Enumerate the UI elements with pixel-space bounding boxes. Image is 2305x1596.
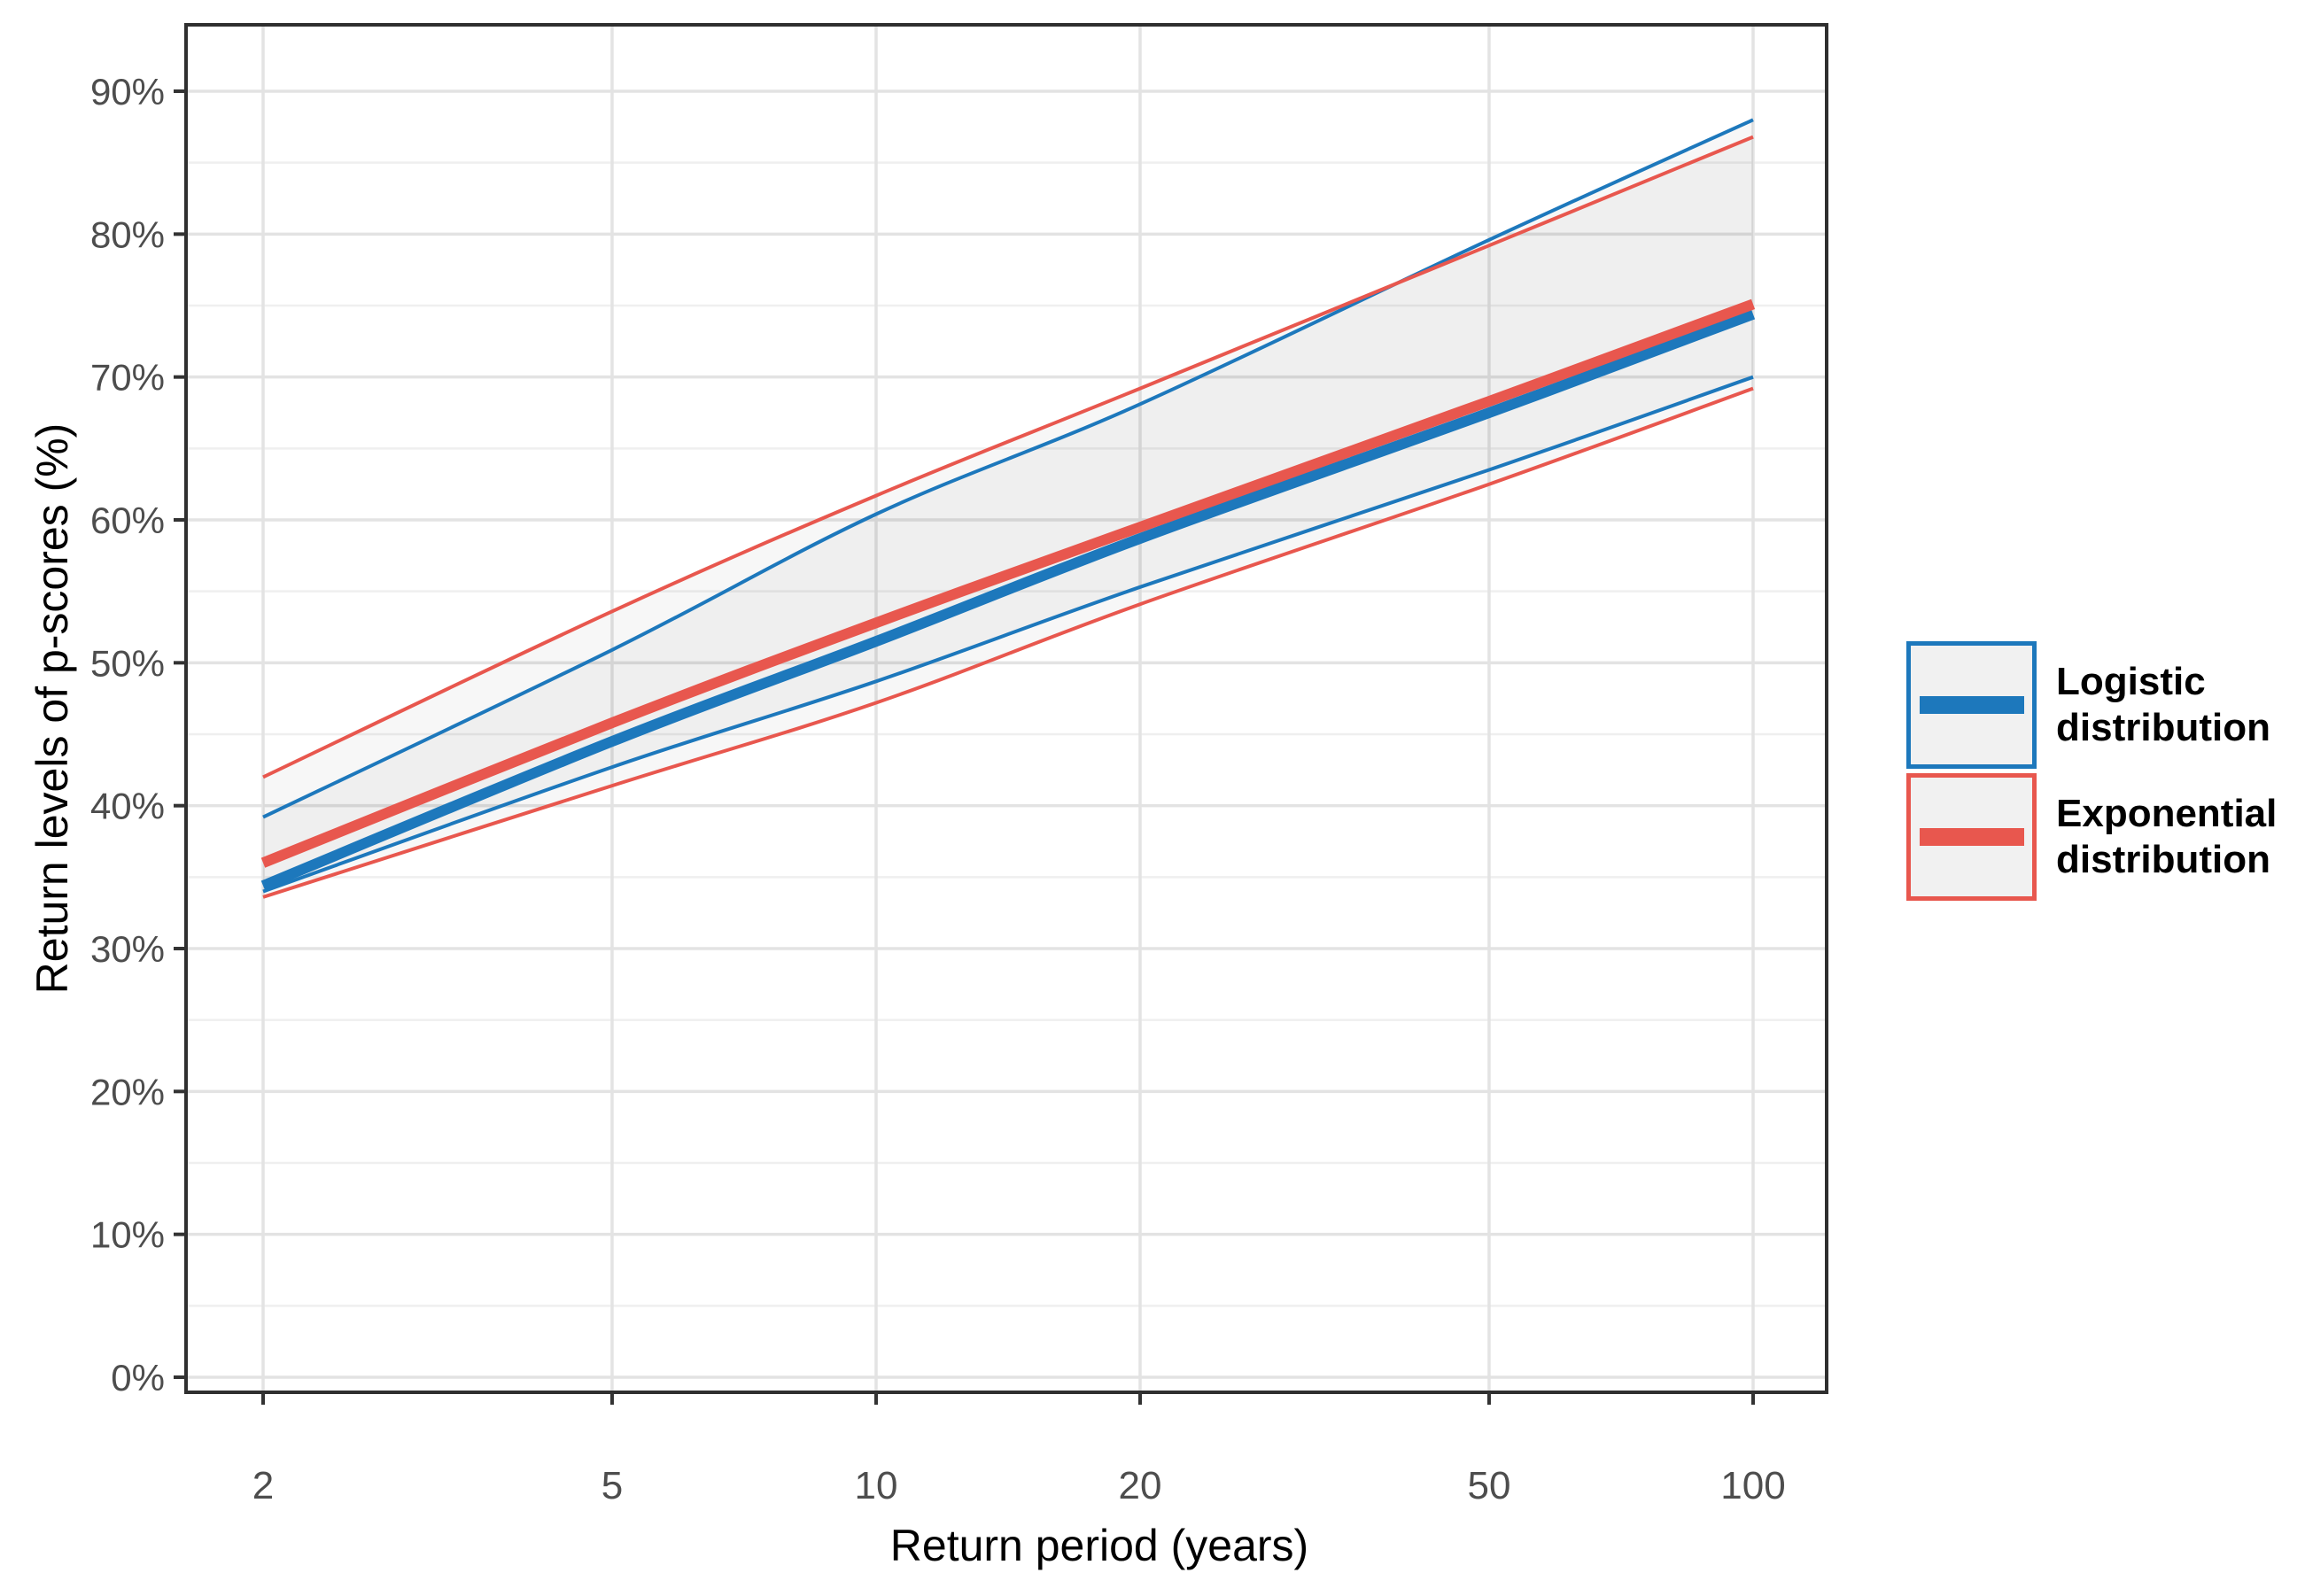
legend-label-logistic: Logistic distribution	[2056, 660, 2270, 749]
legend-label-exponential: Exponential distribution	[2056, 792, 2278, 881]
legend-key-exponential-box	[1906, 773, 2037, 901]
x-tick-label: 10	[855, 1464, 898, 1507]
y-tick-label: 90%	[90, 71, 165, 112]
logistic-upper-ci-line	[262, 118, 1754, 819]
y-tick-label: 70%	[90, 357, 165, 399]
legend-item-logistic: Logistic distribution	[1906, 641, 2277, 769]
plot-panel-background	[186, 25, 1827, 1392]
y-tick-label: 0%	[111, 1357, 165, 1398]
logistic-return-level-line	[260, 309, 1756, 891]
x-tick-label: 20	[1119, 1464, 1162, 1507]
exponential-lower-ci-line	[262, 386, 1754, 899]
y-tick-label: 20%	[90, 1071, 165, 1112]
y-tick-label: 10%	[90, 1214, 165, 1256]
x-tick-label: 50	[1467, 1464, 1510, 1507]
y-tick-label: 50%	[90, 642, 165, 684]
x-tick-label: 5	[601, 1464, 623, 1507]
panel-border	[184, 23, 1828, 1394]
legend-key-exponential-line-swatch	[1919, 828, 2024, 846]
legend-item-exponential: Exponential distribution	[1906, 773, 2277, 901]
exponential-upper-ci-line	[262, 135, 1754, 779]
legend-key-logistic-box	[1906, 641, 2037, 769]
x-tick-label: 100	[1720, 1464, 1785, 1507]
x-tick-label: 2	[252, 1464, 274, 1507]
y-tick-label: 30%	[90, 928, 165, 970]
legend: Logistic distribution Exponential distri…	[1906, 641, 2277, 905]
y-tick-label: 60%	[90, 500, 165, 541]
x-axis-title: Return period (years)	[889, 1521, 1309, 1570]
y-axis-title: Return levels of p-scores (%)	[27, 422, 77, 995]
exponential-return-level-line	[260, 298, 1756, 868]
logistic-lower-ci-line	[262, 375, 1754, 894]
y-tick-label: 80%	[90, 213, 165, 255]
legend-key-logistic-line-swatch	[1919, 696, 2024, 714]
y-tick-label: 40%	[90, 786, 165, 827]
